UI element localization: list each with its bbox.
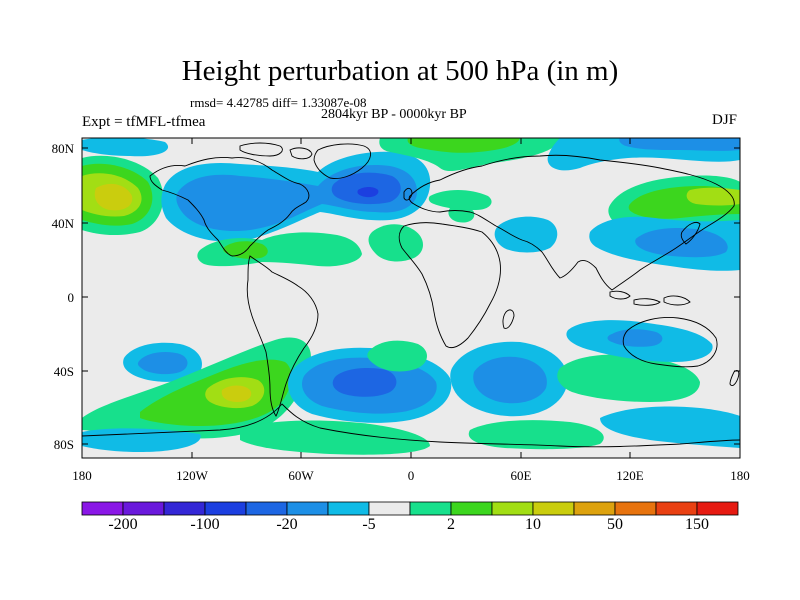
- colorbar-label: 50: [607, 516, 623, 533]
- colorbar-box: [368, 501, 411, 516]
- colorbar: [81, 501, 739, 516]
- contour-satl-mid-blue: [332, 368, 397, 397]
- coast-eurasia: [408, 154, 735, 291]
- experiment-label: Expt = tfMFL-tfmea: [82, 114, 206, 130]
- colorbar-box: [696, 501, 739, 516]
- coast-south-america: [246, 255, 319, 417]
- lon-label-0: 0: [407, 468, 415, 483]
- colorbar-box: [655, 501, 698, 516]
- period-label: 2804kyr BP - 0000kyr BP: [321, 107, 467, 122]
- colorbar-box: [491, 501, 534, 516]
- colorbar-label: 150: [685, 516, 709, 533]
- contour-spac-blue: [137, 352, 188, 375]
- lat-label-0: 0: [67, 290, 75, 305]
- lon-label-60w: 60W: [288, 468, 314, 483]
- colorbar-box: [327, 501, 370, 516]
- colorbar-label: -20: [276, 516, 298, 533]
- colorbar-box: [286, 501, 329, 516]
- coast-australia: [622, 317, 718, 368]
- colorbar-box: [122, 501, 165, 516]
- contour-south-green-east: [468, 420, 604, 450]
- coast-madagascar: [502, 309, 515, 329]
- contour-natl-deep-blue: [357, 187, 379, 198]
- coast-uk: [403, 187, 413, 201]
- lat-label-40n: 40N: [51, 216, 74, 231]
- contour-field: [82, 138, 740, 455]
- contour-sind-light-blue-south: [600, 406, 740, 448]
- colorbar-label: -100: [190, 516, 220, 533]
- colorbar-label: -200: [108, 516, 138, 533]
- colorbar-box: [614, 501, 657, 516]
- contour-sind-light-green: [557, 354, 700, 402]
- contour-subtrop-atl-green: [223, 241, 268, 259]
- colorbar-box: [450, 501, 493, 516]
- contour-subtrop-atl-light-green: [197, 232, 362, 267]
- coast-africa: [398, 222, 501, 349]
- coast-antarctica: [82, 403, 740, 448]
- season-label: DJF: [712, 112, 738, 128]
- contour-arctic-blue-east: [619, 138, 740, 151]
- colorbar-label: 10: [525, 516, 541, 533]
- colorbar-box: [81, 501, 124, 516]
- coast-arctic-islands: [239, 142, 313, 160]
- coast-greenland: [313, 143, 371, 179]
- contour-aus-blue: [607, 329, 663, 347]
- colorbar-label: 2: [447, 516, 455, 533]
- contour-europe-light-green: [428, 190, 492, 210]
- coast-indonesia: [609, 290, 691, 306]
- coast-north-america: [149, 157, 310, 257]
- lon-label-120e: 120E: [616, 468, 644, 483]
- coast-japan: [680, 221, 701, 245]
- colorbar-box: [409, 501, 452, 516]
- contour-arctic-light-blue-west: [82, 138, 168, 157]
- coastlines: [82, 142, 740, 448]
- colorbar-box: [532, 501, 575, 516]
- contour-antarctic-light-green: [240, 420, 430, 455]
- contour-wpac-blue: [635, 228, 728, 258]
- colorbar-box: [163, 501, 206, 516]
- contour-sind-blue: [473, 356, 547, 404]
- lon-label-60e: 60E: [510, 468, 532, 483]
- contour-africa-light-green: [368, 224, 423, 262]
- colorbar-box: [573, 501, 616, 516]
- colorbar-box: [245, 501, 288, 516]
- contour-easia-yellow-green: [686, 187, 740, 206]
- lat-label-80s: 80S: [53, 437, 74, 452]
- lat-label-40s: 40S: [53, 364, 74, 379]
- colorbar-box: [204, 501, 247, 516]
- lon-label-120w: 120W: [176, 468, 208, 483]
- lat-label-80n: 80N: [51, 141, 74, 156]
- colorbar-label: -5: [362, 516, 376, 533]
- axis-ticks: [82, 138, 740, 458]
- stats-label: rmsd= 4.42785 diff= 1.33087e-08: [190, 95, 367, 110]
- plot-title: Height perturbation at 500 hPa (in m): [181, 55, 619, 87]
- contour-sahara-light-blue: [494, 216, 558, 253]
- contour-npacific-yellow: [94, 183, 133, 211]
- contour-arctic-green: [407, 138, 520, 153]
- contour-sepac-yellow: [221, 385, 252, 402]
- lon-label-180-east: 180: [730, 468, 750, 483]
- lon-label-180-west: 180: [72, 468, 92, 483]
- contour-satl-light-green: [367, 340, 427, 372]
